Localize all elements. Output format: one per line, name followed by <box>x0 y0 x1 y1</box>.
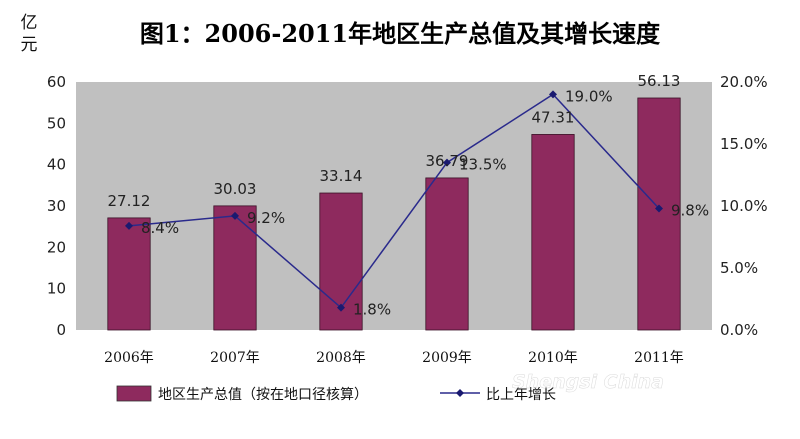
category-label: 2010年 <box>528 350 578 366</box>
watermark-text: Shengsi China <box>512 371 664 393</box>
line-point <box>337 303 345 312</box>
bar <box>637 97 681 331</box>
right-axis-tick-label: 10.0% <box>720 197 768 215</box>
line-point <box>231 211 239 220</box>
bar-data-label: 33.14 <box>320 167 363 185</box>
left-axis-tick-label: 20 <box>47 238 66 256</box>
bar <box>213 205 257 331</box>
growth-line <box>128 93 660 309</box>
category-axis: 2006年 2007年 2008年 2009年 2010年 2011年 <box>104 350 684 366</box>
category-label: 2009年 <box>422 350 472 366</box>
bar-data-label: 27.12 <box>108 192 151 210</box>
legend: 地区生产总值（按在地口径核算） 比上年增长 <box>116 385 556 403</box>
line-data-label: 8.4% <box>141 219 179 237</box>
line-point <box>443 158 451 167</box>
bar-data-label: 36.79 <box>426 152 469 170</box>
left-axis-tick-label: 60 <box>47 73 66 91</box>
line-data-label: 19.0% <box>565 87 613 105</box>
bar-data-labels: 27.12 30.03 33.14 36.79 47.31 56.13 <box>108 72 681 210</box>
line-data-label: 1.8% <box>353 301 391 319</box>
left-axis-tick-label: 30 <box>47 197 66 215</box>
bar-data-label: 30.03 <box>214 180 257 198</box>
line-data-label: 9.8% <box>671 201 709 219</box>
category-label: 2006年 <box>104 350 154 366</box>
category-label: 2007年 <box>210 350 260 366</box>
bar <box>531 134 575 331</box>
line-data-label: 13.5% <box>459 156 507 174</box>
line-data-label: 9.2% <box>247 209 285 227</box>
category-label: 2008年 <box>316 350 366 366</box>
bar <box>107 217 151 331</box>
right-axis-tick-label: 20.0% <box>720 73 768 91</box>
plot-area <box>76 82 712 330</box>
legend-label-bar: 地区生产总值（按在地口径核算） <box>158 387 368 403</box>
left-axis-tick-label: 0 <box>56 321 66 339</box>
right-axis: 0.0% 5.0% 10.0% 15.0% 20.0% <box>720 73 768 339</box>
right-axis-tick-label: 5.0% <box>720 259 758 277</box>
left-axis-tick-label: 10 <box>47 280 66 298</box>
watermark: Shengsi China <box>512 371 665 394</box>
y-left-unit-label: 亿元 <box>20 13 38 55</box>
bar-data-label: 47.31 <box>532 108 575 126</box>
left-axis-tick-label: 40 <box>47 156 66 174</box>
legend-swatch-bar <box>116 385 152 402</box>
bar-data-label: 56.13 <box>638 72 681 90</box>
right-axis-tick-label: 15.0% <box>720 135 768 153</box>
legend-swatch-marker <box>456 389 464 397</box>
line-point <box>125 221 133 230</box>
growth-line-series <box>125 90 663 312</box>
legend-label-line: 比上年增长 <box>486 387 556 403</box>
right-axis-tick-label: 0.0% <box>720 321 758 339</box>
left-axis: 0 10 20 30 40 50 60 <box>47 73 66 339</box>
chart-title: 图1：2006-2011年地区生产总值及其增长速度 <box>139 19 661 48</box>
left-axis-tick-label: 50 <box>47 114 66 132</box>
bar-series <box>107 97 681 331</box>
bar <box>425 177 469 331</box>
line-point <box>549 90 557 99</box>
category-label: 2011年 <box>634 350 684 366</box>
line-point <box>655 204 663 213</box>
line-data-labels: 8.4% 9.2% 1.8% 13.5% 19.0% 9.8% <box>141 87 709 318</box>
